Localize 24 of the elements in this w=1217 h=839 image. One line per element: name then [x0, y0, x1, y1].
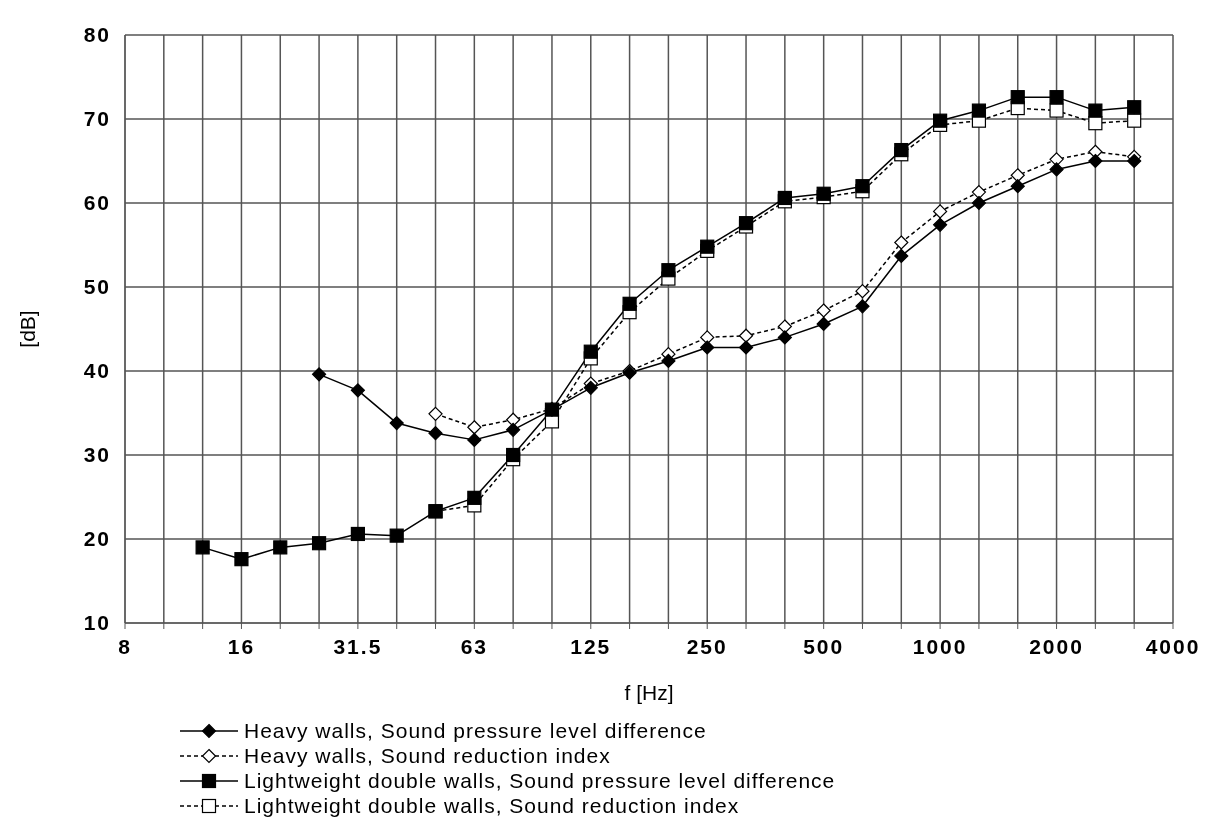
x-tick-label: 16 — [227, 634, 256, 658]
x-tick-label: 31.5 — [333, 634, 383, 658]
legend-label: Lightweight double walls, Sound pressure level difference — [244, 768, 836, 793]
x-tick-label: 2000 — [1029, 634, 1084, 658]
x-tick-label: 125 — [570, 634, 612, 658]
x-tick-label: 500 — [803, 634, 845, 658]
x-tick-label: 1000 — [912, 634, 968, 658]
x-axis-title: f [Hz] — [624, 681, 674, 704]
y-tick-label: 50 — [83, 275, 111, 299]
x-tick-label: 63 — [460, 634, 489, 658]
y-axis-title: [dB] — [16, 310, 40, 348]
x-tick-label: 8 — [118, 634, 132, 658]
y-tick-label: 40 — [83, 359, 111, 383]
legend-label: Lightweight double walls, Sound reduction index — [244, 793, 740, 818]
y-tick-label: 70 — [83, 107, 111, 131]
legend-label: Heavy walls, Sound reduction index — [244, 743, 611, 768]
x-tick-label: 4000 — [1145, 634, 1201, 658]
y-tick-label: 30 — [83, 443, 111, 467]
y-tick-label: 20 — [83, 527, 111, 551]
y-tick-label: 60 — [83, 191, 111, 215]
y-tick-label: 10 — [83, 611, 111, 635]
y-tick-label: 80 — [83, 23, 111, 47]
x-tick-label: 250 — [686, 634, 728, 658]
legend-label: Heavy walls, Sound pressure level difference — [244, 718, 707, 743]
